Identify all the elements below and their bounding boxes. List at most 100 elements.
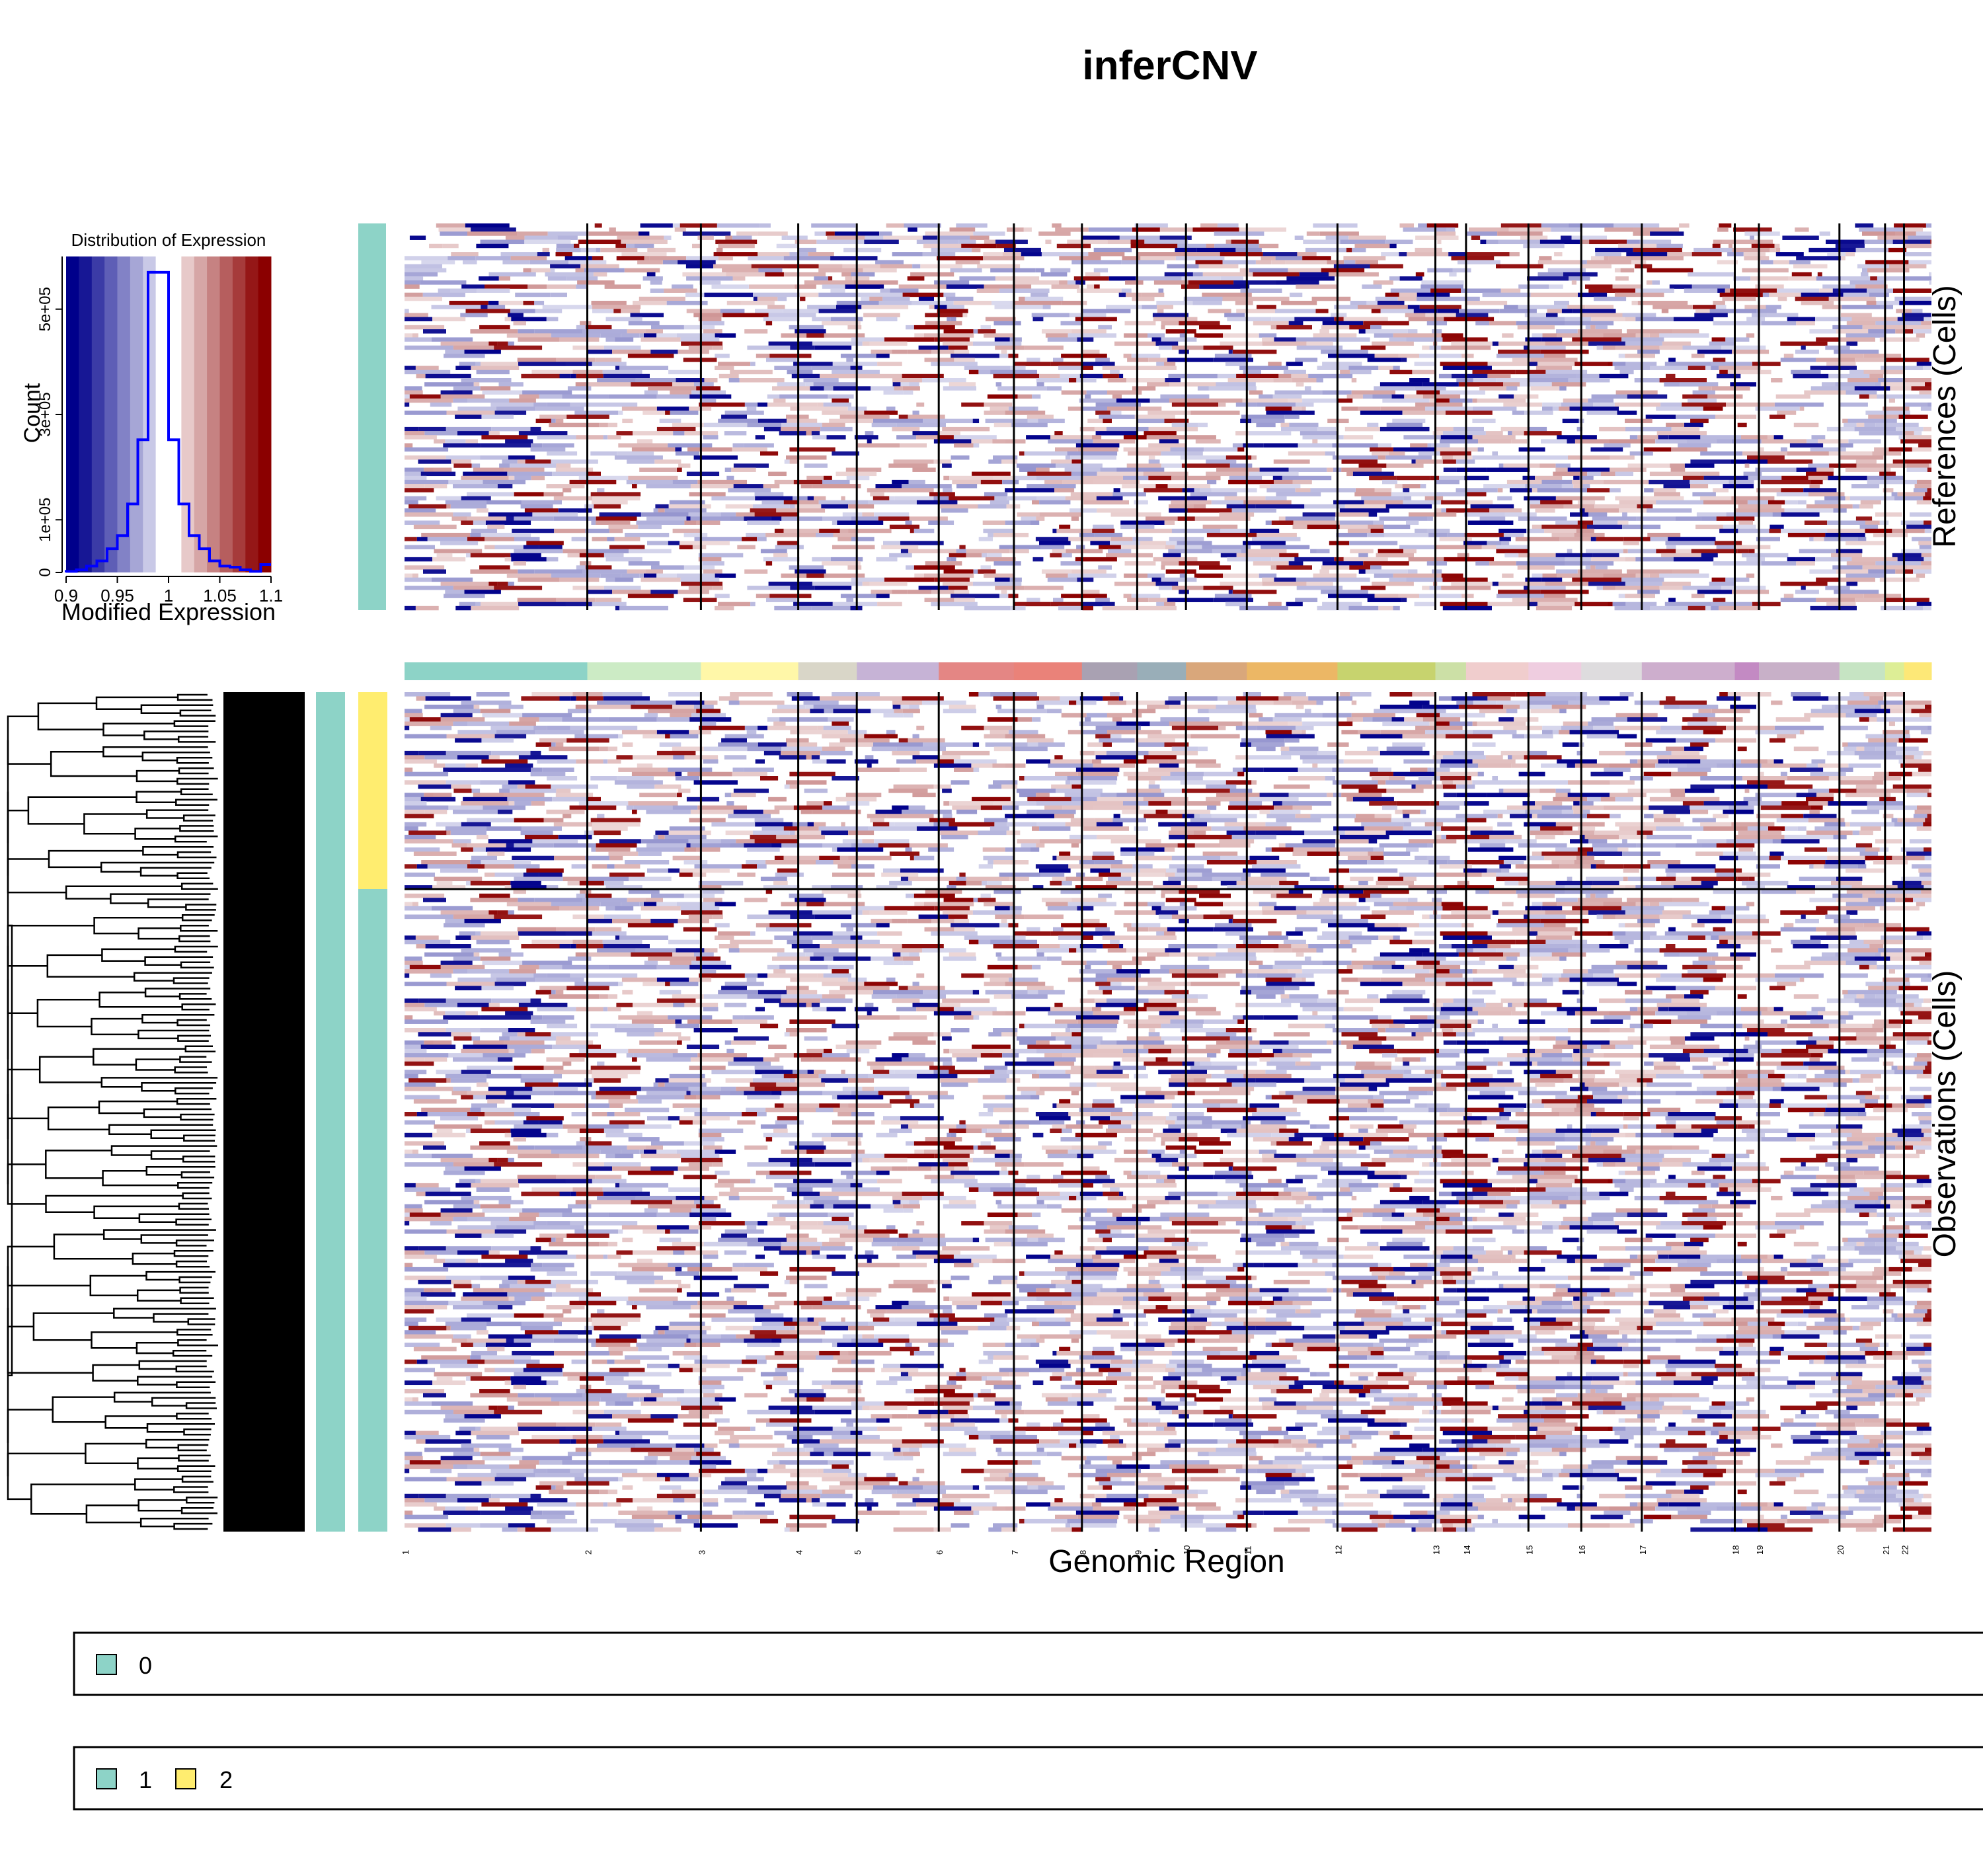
heatmap-segment: [865, 236, 884, 240]
heatmap-segment: [1257, 533, 1297, 537]
heatmap-segment: [1001, 590, 1007, 594]
heatmap-segment: [1709, 342, 1735, 346]
heatmap-segment: [588, 403, 638, 407]
heatmap-segment: [1647, 835, 1691, 840]
heatmap-segment: [1593, 521, 1617, 525]
heatmap-segment: [1739, 414, 1756, 418]
heatmap-segment: [481, 602, 518, 606]
dendrogram-branch: [138, 1458, 179, 1469]
heatmap-segment: [1018, 717, 1032, 722]
heatmap-segment: [1206, 785, 1236, 789]
heatmap-segment: [1752, 244, 1775, 248]
heatmap-segment: [1030, 521, 1039, 525]
heatmap-segment: [1393, 902, 1442, 907]
heatmap-segment: [861, 297, 869, 301]
heatmap-segment: [1556, 881, 1593, 886]
heatmap-segment: [1685, 789, 1715, 793]
heatmap-segment: [718, 602, 750, 606]
heatmap-segment: [1417, 297, 1434, 301]
heatmap-segment: [1042, 898, 1071, 902]
dendrogram-branch: [178, 1340, 218, 1345]
heatmap-segment: [684, 325, 715, 329]
heatmap-segment: [806, 705, 814, 709]
heatmap-segment: [1904, 276, 1931, 280]
heatmap-segment: [740, 378, 785, 382]
heatmap-segment: [536, 742, 551, 747]
dendrogram-branch: [182, 1477, 214, 1482]
chromosome-color-segment: [1642, 662, 1735, 680]
heatmap-segment: [1126, 701, 1165, 705]
heatmap-segment: [884, 391, 904, 395]
heatmap-segment: [812, 755, 820, 760]
heatmap-segment: [1660, 346, 1683, 350]
heatmap-segment: [1504, 305, 1518, 309]
heatmap-segment: [1146, 516, 1178, 520]
dendrogram-branch: [188, 1319, 215, 1325]
heatmap-segment: [1171, 772, 1204, 777]
heatmap-segment: [1472, 780, 1521, 785]
heatmap-segment: [913, 410, 919, 414]
heatmap-segment: [1713, 244, 1721, 248]
heatmap-segment: [453, 386, 481, 390]
heatmap-segment: [1609, 256, 1642, 260]
heatmap-segment: [1095, 927, 1110, 932]
heatmap-segment: [576, 382, 588, 386]
heatmap-segment: [1417, 293, 1450, 297]
dendrogram-branch: [135, 1479, 182, 1490]
heatmap-segment: [1442, 333, 1463, 337]
heatmap-segment: [889, 822, 894, 827]
heatmap-segment: [870, 818, 884, 823]
heatmap-segment: [1567, 305, 1585, 309]
heatmap-segment: [1077, 289, 1122, 293]
heatmap-segment: [1136, 366, 1177, 370]
heatmap-segment: [1609, 763, 1655, 768]
heatmap-segment: [414, 525, 457, 529]
heatmap-segment: [1575, 763, 1609, 768]
heatmap-segment: [1809, 898, 1836, 902]
heatmap-segment: [890, 525, 919, 529]
heatmap-segment: [1179, 561, 1220, 565]
heatmap-segment: [1608, 362, 1613, 366]
heatmap-segment: [604, 586, 641, 590]
heatmap-segment: [405, 476, 426, 480]
heatmap-segment: [1348, 606, 1378, 610]
heatmap-segment: [1736, 545, 1771, 549]
heatmap-segment: [910, 529, 914, 533]
heatmap-segment: [434, 468, 452, 472]
heatmap-segment: [1650, 472, 1700, 476]
dendrogram-branch: [139, 1500, 187, 1510]
heatmap-segment: [1666, 423, 1684, 427]
heatmap-segment: [1559, 730, 1569, 734]
heatmap-segment: [514, 321, 527, 325]
heatmap-segment: [1127, 463, 1161, 467]
heatmap-segment: [1472, 419, 1495, 423]
heatmap-segment: [1774, 435, 1783, 439]
heatmap-segment: [733, 276, 746, 280]
heatmap-segment: [441, 342, 489, 346]
heatmap-segment: [1434, 806, 1459, 810]
heatmap-segment: [1752, 602, 1781, 606]
heatmap-segment: [641, 512, 689, 516]
heatmap-segment: [1810, 448, 1846, 451]
heatmap-segment: [1785, 500, 1797, 504]
heatmap-segment: [514, 801, 531, 806]
heatmap-segment: [1386, 789, 1423, 793]
heatmap-segment: [1489, 835, 1522, 840]
dendrogram-branch: [176, 1366, 214, 1372]
heatmap-segment: [421, 260, 455, 264]
heatmap-segment: [1071, 472, 1097, 476]
heatmap-segment: [1288, 451, 1325, 455]
heatmap-segment: [1587, 472, 1601, 476]
heatmap-segment: [1361, 586, 1386, 590]
heatmap-segment: [1587, 488, 1610, 492]
heatmap-segment: [1362, 284, 1381, 288]
heatmap-segment: [642, 734, 665, 739]
heatmap-segment: [1071, 898, 1107, 902]
heatmap-segment: [822, 284, 845, 288]
heatmap-segment: [680, 541, 730, 545]
heatmap-segment: [1160, 395, 1181, 399]
heatmap-segment: [1036, 468, 1050, 472]
heatmap-segment: [405, 822, 426, 827]
heatmap-segment: [556, 598, 595, 602]
heatmap-segment: [1664, 810, 1691, 814]
